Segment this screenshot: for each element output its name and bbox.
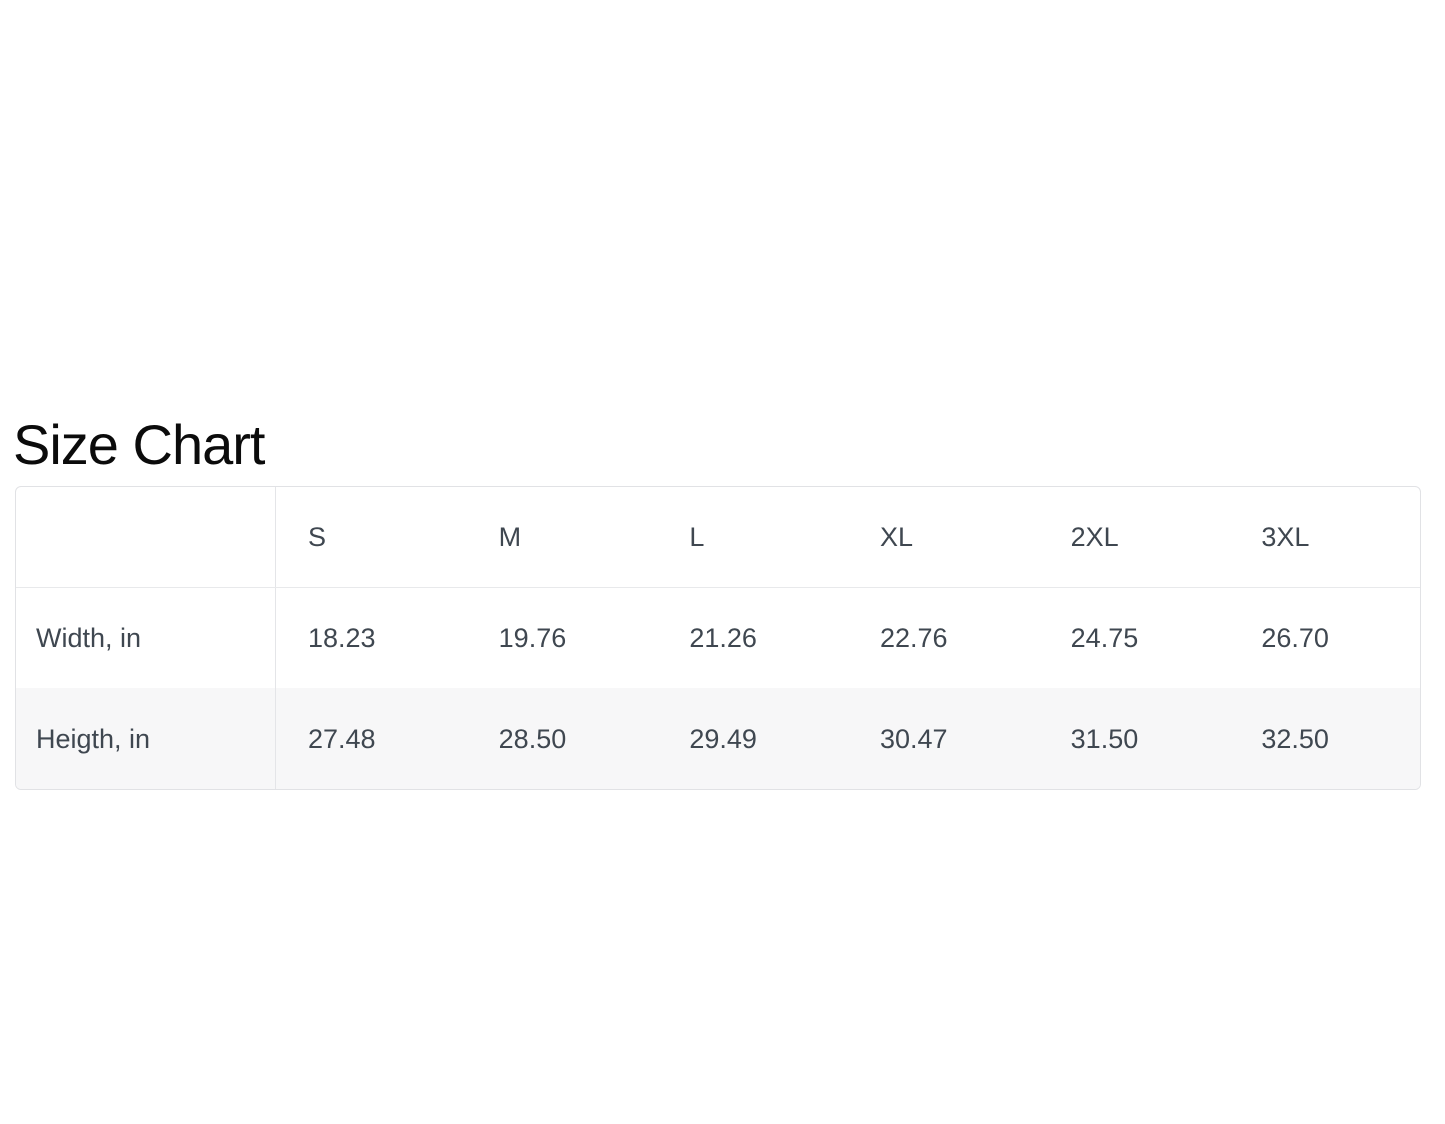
width-value-m: 19.76	[498, 622, 567, 653]
width-value-2xl: 24.75	[1070, 622, 1139, 653]
width-value-3xl: 26.70	[1261, 622, 1329, 653]
row-label-height: Heigth, in	[16, 688, 276, 789]
width-value-s: 18.23	[308, 622, 376, 653]
column-header-2xl: 2XL	[1070, 521, 1119, 552]
height-value-3xl: 32.50	[1261, 723, 1329, 754]
height-value-xl: 30.47	[880, 723, 948, 754]
table-row-height: Heigth, in 27.48 28.50 29.49 30.47 31.50…	[16, 688, 1420, 789]
column-header-s: S	[308, 521, 327, 552]
row-label-width: Width, in	[16, 588, 276, 688]
height-value-2xl: 31.50	[1070, 723, 1139, 754]
column-header-l: L	[689, 521, 705, 552]
page-title: Size Chart	[13, 413, 265, 476]
table-row-width: Width, in 18.23 19.76 21.26 22.76 24.75 …	[16, 588, 1420, 688]
column-header-3xl: 3XL	[1261, 521, 1310, 552]
height-value-m: 28.50	[498, 723, 567, 754]
width-value-l: 21.26	[689, 622, 757, 653]
column-header-xl: XL	[880, 521, 914, 552]
corner-cell	[16, 487, 276, 587]
height-value-l: 29.49	[689, 723, 757, 754]
size-chart-table: S M L XL 2XL 3XL Width, in 18.23 19.76 2…	[15, 486, 1421, 790]
height-value-s: 27.48	[308, 723, 376, 754]
width-value-xl: 22.76	[880, 622, 948, 653]
column-header-m: M	[498, 521, 522, 552]
size-table-header-row: S M L XL 2XL 3XL	[16, 487, 1420, 588]
